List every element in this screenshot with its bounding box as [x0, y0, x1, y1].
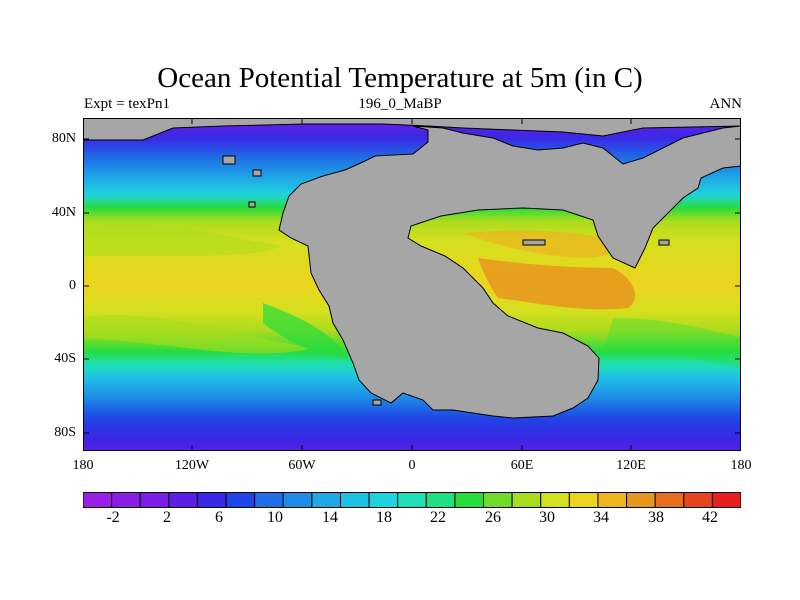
land-island [658, 239, 670, 246]
colorbar-swatch [311, 492, 341, 508]
colorbar-label: 14 [322, 509, 338, 526]
lat-label-40n: 40N [51, 205, 76, 220]
land-north-polar [83, 118, 741, 141]
land-island [248, 201, 256, 208]
colorbar-swatch [711, 492, 741, 508]
land-island [222, 155, 236, 165]
colorbar-swatch [368, 492, 399, 508]
ocean-contour [478, 258, 636, 310]
colorbar-label: 26 [485, 509, 501, 526]
colorbar-swatch [683, 492, 713, 508]
time-label: 196_0_MaBP [358, 96, 442, 112]
land-island [252, 169, 262, 177]
colorbar-swatch [111, 492, 141, 508]
colorbar-swatch [397, 492, 427, 508]
colorbar-swatch [511, 492, 542, 508]
lon-label-60w: 60W [288, 458, 316, 473]
map-title: Ocean Potential Temperature at 5m (in C) [157, 62, 643, 94]
ocean-contour [263, 303, 348, 358]
lon-label-0: 0 [408, 458, 416, 473]
colorbar-swatch [139, 492, 170, 508]
experiment-label: Expt = texPn1 [84, 96, 170, 112]
colorbar-label: -2 [106, 509, 120, 526]
colorbar-swatch [254, 492, 284, 508]
temperature-map [83, 118, 741, 451]
lat-label-80n: 80N [51, 131, 76, 146]
colorbar-swatch [454, 492, 485, 508]
colorbar-swatch [225, 492, 256, 508]
colorbar-swatch [597, 492, 628, 508]
ocean-contour [603, 318, 741, 368]
colorbar-swatch [168, 492, 198, 508]
colorbar-label: 38 [648, 509, 664, 526]
lon-label-180w: 180 [72, 458, 94, 473]
colorbar-swatch [83, 492, 113, 508]
colorbar-label: 42 [702, 509, 718, 526]
land-pangea [278, 125, 741, 419]
colorbar-swatch [626, 492, 656, 508]
colorbar-swatch [282, 492, 313, 508]
season-label: ANN [709, 96, 743, 112]
lat-label-80s: 80S [54, 425, 76, 440]
colorbar-label: 10 [267, 509, 283, 526]
lon-label-120e: 120E [616, 458, 646, 473]
lon-label-180e: 180 [730, 458, 752, 473]
colorbar-swatch [568, 492, 599, 508]
land-island [372, 399, 382, 406]
axis-ticks [83, 118, 741, 451]
lat-label-0: 0 [69, 278, 76, 293]
colorbar [83, 492, 741, 508]
ocean-contour [83, 315, 313, 354]
colorbar-label: 34 [593, 509, 609, 526]
colorbar-label: 18 [376, 509, 392, 526]
lat-label-40s: 40S [54, 351, 76, 366]
colorbar-swatch [654, 492, 685, 508]
colorbar-swatch [339, 492, 370, 508]
colorbar-label: 6 [215, 509, 223, 526]
colorbar-swatch [483, 492, 513, 508]
colorbar-label: 2 [163, 509, 171, 526]
lon-label-60e: 60E [510, 458, 534, 473]
colorbar-swatch [540, 492, 570, 508]
colorbar-label: 30 [539, 509, 555, 526]
lon-label-120w: 120W [174, 458, 210, 473]
colorbar-swatch [196, 492, 227, 508]
colorbar-swatch [425, 492, 456, 508]
colorbar-label: 22 [430, 509, 446, 526]
land-island [522, 239, 546, 246]
ocean-contour [83, 223, 283, 257]
